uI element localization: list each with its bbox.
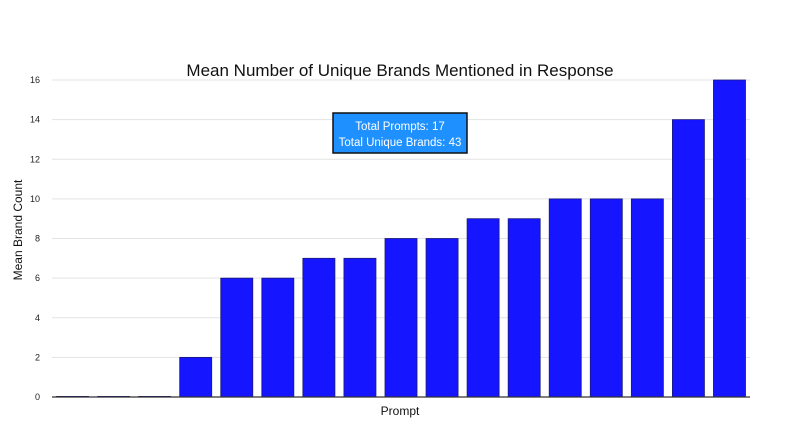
bar-12 [507,218,541,398]
bar-17 [713,79,746,398]
bar-4 [179,356,213,398]
bar-7 [302,257,336,398]
y-tick-label: 2 [35,352,40,362]
total-unique-brands-label: Total Unique Brands: 43 [339,137,462,149]
y-tick-labels: 0 2 4 6 8 10 12 14 16 [30,75,40,402]
bar-13 [548,198,582,398]
y-tick-label: 16 [30,75,40,85]
y-tick-label: 10 [30,194,40,204]
y-tick-label: 4 [35,313,40,323]
y-tick-label: 0 [35,392,40,402]
bar-10 [425,238,459,398]
bar-11 [466,218,500,398]
bar-9 [384,238,418,398]
y-axis-title: Mean Brand Count [11,179,25,280]
bar-14 [589,198,623,398]
chart-title: Mean Number of Unique Brands Mentioned i… [186,61,613,80]
y-tick-label: 6 [35,273,40,283]
y-tick-label: 14 [30,115,40,125]
bar-6 [261,277,295,398]
summary-annotation-box [332,112,468,154]
y-tick-label: 8 [35,234,40,244]
bar-16 [672,119,705,398]
x-axis-title: Prompt [381,404,420,418]
bar-8 [343,257,377,398]
y-tick-label: 12 [30,154,40,164]
summary-annotation: Total Prompts: 17 Total Unique Brands: 4… [332,112,468,154]
total-prompts-label: Total Prompts: 17 [355,121,444,133]
bar-15 [630,198,664,398]
bar-5 [220,277,254,398]
